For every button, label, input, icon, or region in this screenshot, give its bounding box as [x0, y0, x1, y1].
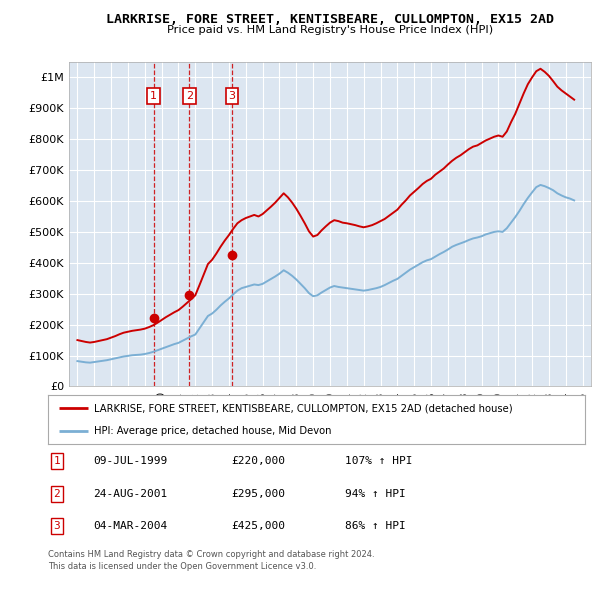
Text: £425,000: £425,000: [231, 522, 285, 531]
Text: This data is licensed under the Open Government Licence v3.0.: This data is licensed under the Open Gov…: [48, 562, 316, 571]
Text: £220,000: £220,000: [231, 457, 285, 466]
Text: LARKRISE, FORE STREET, KENTISBEARE, CULLOMPTON, EX15 2AD: LARKRISE, FORE STREET, KENTISBEARE, CULL…: [106, 13, 554, 26]
Text: HPI: Average price, detached house, Mid Devon: HPI: Average price, detached house, Mid …: [94, 427, 331, 437]
Text: 1: 1: [53, 457, 61, 466]
Text: 2: 2: [186, 91, 193, 101]
Text: 107% ↑ HPI: 107% ↑ HPI: [345, 457, 413, 466]
Text: Price paid vs. HM Land Registry's House Price Index (HPI): Price paid vs. HM Land Registry's House …: [167, 25, 493, 35]
Text: £295,000: £295,000: [231, 489, 285, 499]
Text: 3: 3: [229, 91, 235, 101]
Text: LARKRISE, FORE STREET, KENTISBEARE, CULLOMPTON, EX15 2AD (detached house): LARKRISE, FORE STREET, KENTISBEARE, CULL…: [94, 404, 512, 414]
Text: 3: 3: [53, 522, 61, 531]
Text: 1: 1: [150, 91, 157, 101]
Text: 04-MAR-2004: 04-MAR-2004: [93, 522, 167, 531]
Text: 86% ↑ HPI: 86% ↑ HPI: [345, 522, 406, 531]
Text: 24-AUG-2001: 24-AUG-2001: [93, 489, 167, 499]
Text: Contains HM Land Registry data © Crown copyright and database right 2024.: Contains HM Land Registry data © Crown c…: [48, 550, 374, 559]
Text: 2: 2: [53, 489, 61, 499]
Text: 09-JUL-1999: 09-JUL-1999: [93, 457, 167, 466]
Text: 94% ↑ HPI: 94% ↑ HPI: [345, 489, 406, 499]
